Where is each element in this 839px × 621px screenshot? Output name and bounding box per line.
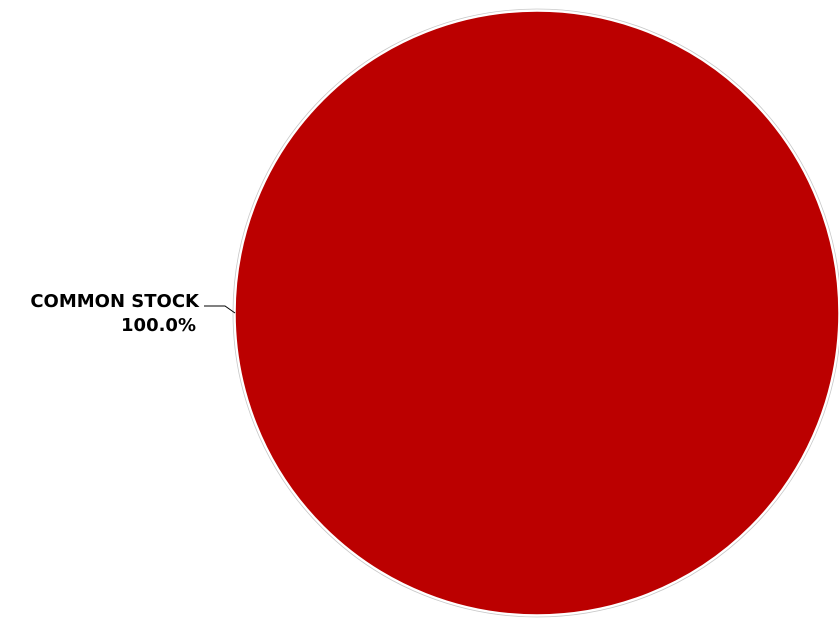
pie-leader-line bbox=[204, 305, 236, 314]
pie-slice-common-stock bbox=[234, 10, 839, 616]
pie-labels: COMMON STOCK 100.0% bbox=[30, 291, 236, 336]
pie-slice-percent-label: 100.0% bbox=[121, 315, 196, 336]
pie-slice-label: COMMON STOCK bbox=[30, 291, 200, 312]
pie-slices bbox=[232, 8, 839, 618]
pie-rim bbox=[232, 8, 839, 618]
